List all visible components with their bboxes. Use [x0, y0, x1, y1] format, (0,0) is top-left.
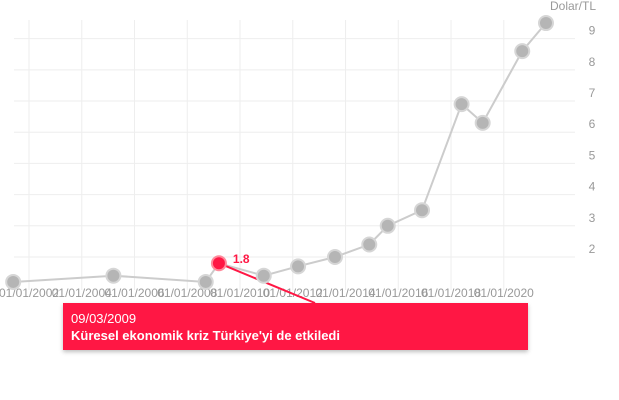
point [5, 273, 22, 290]
x-tick-label: 01/01/2020 [474, 286, 534, 300]
tooltip: 09/03/2009 Küresel ekonomik kriz Türkiye… [63, 303, 528, 350]
x-tick-label: 01/01/2016 [368, 286, 428, 300]
point [326, 248, 343, 265]
y-tick-label: 7 [589, 86, 596, 100]
x-tick-label: 01/01/2014 [315, 286, 375, 300]
point [514, 43, 531, 60]
x-tick-label: 01/01/2010 [210, 286, 270, 300]
y-tick-label: 4 [589, 180, 596, 194]
point [414, 202, 431, 219]
point [379, 217, 396, 234]
y-tick-label: 5 [589, 148, 596, 162]
tooltip-date: 09/03/2009 [71, 311, 137, 326]
point [453, 96, 470, 113]
point [474, 114, 491, 131]
x-tick-label: 01/01/2008 [157, 286, 217, 300]
y-tick-label: 6 [589, 117, 596, 131]
point [197, 273, 214, 290]
y-tick-label: 8 [589, 55, 596, 69]
x-tick-label: 01/01/2018 [421, 286, 481, 300]
x-tick-label: 01/01/2006 [104, 286, 164, 300]
y-tick-label: 3 [589, 211, 596, 225]
tooltip-text: Küresel ekonomik kriz Türkiye'yi de etki… [71, 328, 340, 343]
point [361, 236, 378, 253]
point [290, 258, 307, 275]
line [13, 22, 547, 283]
value-label: 1.8 [233, 252, 250, 266]
point [255, 267, 272, 284]
connector [218, 262, 316, 304]
x-tick-label: 01/01/2004 [52, 286, 112, 300]
point [537, 15, 554, 32]
y-axis-label: Dolar/TL [550, 0, 596, 13]
point [210, 255, 227, 272]
y-tick-label: 9 [589, 24, 596, 38]
point [105, 267, 122, 284]
y-tick-label: 2 [589, 242, 596, 256]
